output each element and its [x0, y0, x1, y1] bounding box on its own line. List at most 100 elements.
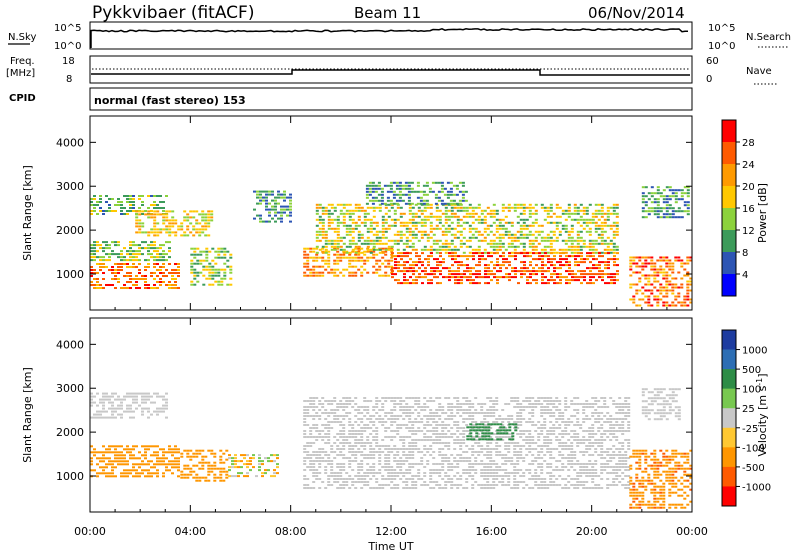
cpid-text: normal (fast stereo) 153	[94, 94, 246, 107]
heatmap-cell	[564, 421, 568, 423]
heatmap-cell	[198, 479, 202, 482]
heatmap-cell	[582, 206, 586, 209]
heatmap-cell	[484, 264, 487, 267]
heatmap-cell	[345, 245, 349, 248]
heatmap-cell	[594, 248, 598, 251]
heatmap-cell	[378, 415, 382, 417]
heatmap-cell	[641, 262, 645, 265]
heatmap-cell	[582, 227, 586, 230]
heatmap-cell	[568, 255, 571, 258]
heatmap-cell	[543, 248, 547, 251]
heatmap-cell	[210, 467, 214, 470]
heatmap-cell	[405, 236, 409, 239]
heatmap-cell	[589, 279, 592, 282]
heatmap-cell	[613, 264, 616, 267]
heatmap-cell	[312, 475, 316, 477]
heatmap-cell	[114, 475, 117, 478]
heatmap-cell	[395, 181, 399, 184]
heatmap-cell	[375, 253, 379, 256]
heatmap-cell	[609, 251, 613, 254]
heatmap-cell	[410, 202, 414, 205]
heatmap-cell	[495, 445, 499, 447]
heatmap-cell	[456, 436, 460, 438]
heatmap-cell	[415, 264, 418, 267]
heatmap-cell	[147, 259, 150, 262]
heatmap-cell	[483, 403, 487, 405]
heatmap-cell	[561, 448, 565, 450]
heatmap-cell	[99, 287, 102, 289]
heatmap-cell	[486, 227, 490, 230]
heatmap-cell	[534, 209, 538, 212]
heatmap-cell	[354, 271, 358, 274]
heatmap-cell	[99, 472, 102, 475]
heatmap-cell	[432, 433, 436, 435]
heatmap-cell	[564, 430, 568, 432]
heatmap-cell	[615, 206, 619, 209]
heatmap-cell	[339, 484, 343, 486]
heatmap-cell	[501, 209, 505, 212]
heatmap-cell	[445, 276, 448, 279]
heatmap-cell	[129, 198, 132, 200]
heatmap-cell	[312, 442, 316, 444]
heatmap-cell	[492, 406, 496, 408]
heatmap-cell	[668, 289, 672, 292]
heatmap-cell	[635, 271, 639, 274]
heatmap-cell	[429, 400, 433, 402]
heatmap-cell	[363, 218, 367, 221]
heatmap-cell	[345, 230, 349, 233]
heatmap-cell	[384, 271, 388, 274]
heatmap-cell	[589, 255, 592, 258]
heatmap-cell	[321, 259, 325, 262]
heatmap-cell	[342, 466, 346, 468]
heatmap-cell	[318, 239, 322, 242]
heatmap-cell	[394, 273, 397, 276]
heatmap-cell	[442, 267, 445, 270]
heatmap-cell	[135, 210, 139, 213]
heatmap-cell	[153, 216, 157, 219]
heatmap-cell	[405, 239, 409, 242]
heatmap-cell	[153, 466, 156, 469]
heatmap-cell	[543, 442, 547, 444]
heatmap-cell	[126, 451, 129, 454]
heatmap-cell	[129, 395, 132, 398]
heatmap-cell	[665, 289, 669, 292]
heatmap-cell	[441, 466, 445, 468]
heatmap-cell	[483, 418, 487, 420]
heatmap-cell	[594, 242, 598, 245]
heatmap-cell	[417, 239, 421, 242]
heatmap-cell	[677, 295, 681, 298]
heatmap-cell	[456, 397, 460, 399]
heatmap-cell	[271, 208, 274, 211]
heatmap-cell	[528, 478, 532, 480]
heatmap-cell	[513, 406, 517, 408]
heatmap-cell	[138, 278, 141, 280]
heatmap-cell	[123, 213, 126, 215]
heatmap-cell	[90, 269, 93, 271]
heatmap-cell	[447, 397, 451, 399]
heatmap-cell	[286, 208, 289, 211]
heatmap-cell	[580, 258, 583, 261]
heatmap-cell	[135, 275, 138, 277]
heatmap-cell	[351, 218, 355, 221]
heatmap-cell	[603, 212, 607, 215]
heatmap-cell	[372, 415, 376, 417]
heatmap-cell	[399, 457, 403, 459]
heatmap-cell	[93, 395, 96, 398]
heatmap-cell	[504, 248, 508, 251]
heatmap-cell	[327, 227, 331, 230]
heatmap-cell	[351, 274, 355, 277]
heatmap-cell	[147, 395, 150, 398]
heatmap-cell	[400, 264, 403, 267]
heatmap-cell	[468, 212, 472, 215]
heatmap-cell	[607, 258, 610, 261]
heatmap-cell	[659, 289, 663, 292]
heatmap-cell	[208, 250, 212, 253]
heatmap-cell	[387, 418, 391, 420]
heatmap-cell	[420, 233, 424, 236]
heatmap-cell	[312, 250, 316, 253]
heatmap-cell	[132, 263, 135, 265]
heatmap-cell	[153, 392, 156, 395]
heatmap-cell	[208, 274, 212, 277]
heatmap-cell	[414, 203, 418, 206]
heatmap-cell	[591, 221, 595, 224]
